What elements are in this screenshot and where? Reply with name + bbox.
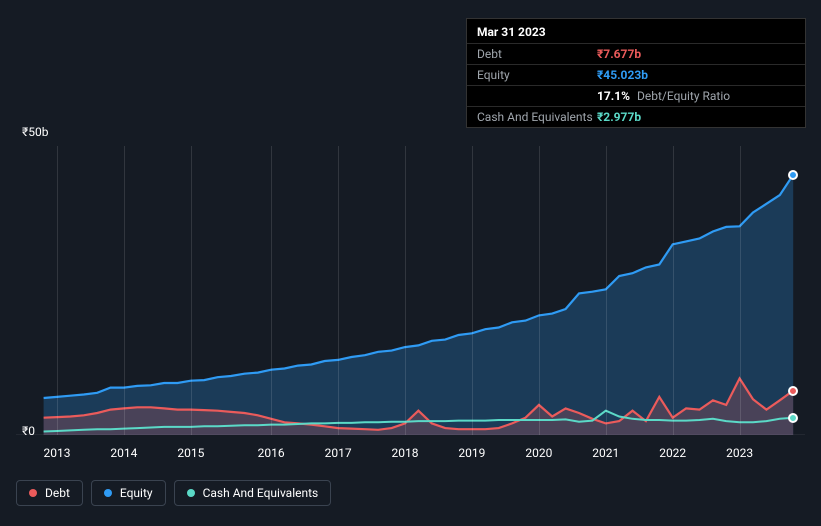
x-tick-label: 2020 xyxy=(525,446,552,460)
y-tick-label-50: ₹50b xyxy=(22,125,48,139)
tooltip-value: ₹2.977b xyxy=(597,110,641,124)
x-tick-label: 2019 xyxy=(458,446,485,460)
gridline xyxy=(740,146,741,435)
tooltip-row-ratio: 17.1% Debt/Equity Ratio xyxy=(467,85,805,106)
circle-icon xyxy=(187,489,195,497)
x-tick-label: 2013 xyxy=(43,446,70,460)
x-tick-label: 2023 xyxy=(726,446,753,460)
x-tick-label: 2021 xyxy=(592,446,619,460)
tooltip-label: Cash And Equivalents xyxy=(477,110,597,124)
gridline xyxy=(472,146,473,435)
gridline xyxy=(673,146,674,435)
gridline xyxy=(606,146,607,435)
legend-item-debt[interactable]: Debt xyxy=(16,480,83,506)
hover-tooltip: Mar 31 2023 Debt ₹7.677b Equity ₹45.023b… xyxy=(466,18,806,128)
chart-svg xyxy=(16,146,805,435)
tooltip-row-equity: Equity ₹45.023b xyxy=(467,64,805,85)
plot-area[interactable] xyxy=(16,146,805,435)
gridline xyxy=(405,146,406,435)
legend-label: Cash And Equivalents xyxy=(203,486,319,500)
x-tick-label: 2016 xyxy=(258,446,285,460)
legend: Debt Equity Cash And Equivalents xyxy=(16,480,331,506)
x-tick-label: 2018 xyxy=(392,446,419,460)
gridline xyxy=(271,146,272,435)
tooltip-row-debt: Debt ₹7.677b xyxy=(467,43,805,64)
x-tick-label: 2017 xyxy=(325,446,352,460)
gridline xyxy=(57,146,58,435)
tooltip-row-cash: Cash And Equivalents ₹2.977b xyxy=(467,106,805,127)
legend-label: Debt xyxy=(45,486,70,500)
x-tick-label: 2014 xyxy=(110,446,137,460)
tooltip-value: ₹45.023b xyxy=(597,68,648,82)
x-axis: 2013 2014 2015 2016 2017 2018 2019 2020 2021 2022… xyxy=(16,440,805,460)
hover-marker-cash xyxy=(788,413,798,423)
tooltip-label: Debt xyxy=(477,47,597,61)
legend-item-cash[interactable]: Cash And Equivalents xyxy=(174,480,332,506)
gridline xyxy=(124,146,125,435)
chart-container: Mar 31 2023 Debt ₹7.677b Equity ₹45.023b… xyxy=(0,0,821,526)
gridline xyxy=(539,146,540,435)
circle-icon xyxy=(104,489,112,497)
gridline xyxy=(338,146,339,435)
x-tick-label: 2022 xyxy=(659,446,686,460)
gridline xyxy=(191,146,192,435)
legend-label: Equity xyxy=(120,486,153,500)
tooltip-label xyxy=(477,89,597,103)
tooltip-value: 17.1% xyxy=(597,89,630,103)
hover-marker-debt xyxy=(788,386,798,396)
hover-marker-equity xyxy=(788,170,798,180)
legend-item-equity[interactable]: Equity xyxy=(91,480,166,506)
tooltip-value-wrap: 17.1% Debt/Equity Ratio xyxy=(597,89,730,103)
circle-icon xyxy=(29,489,37,497)
x-tick-label: 2015 xyxy=(177,446,204,460)
tooltip-date: Mar 31 2023 xyxy=(467,19,805,43)
tooltip-value: ₹7.677b xyxy=(597,47,641,61)
tooltip-suffix: Debt/Equity Ratio xyxy=(637,89,730,103)
tooltip-label: Equity xyxy=(477,68,597,82)
